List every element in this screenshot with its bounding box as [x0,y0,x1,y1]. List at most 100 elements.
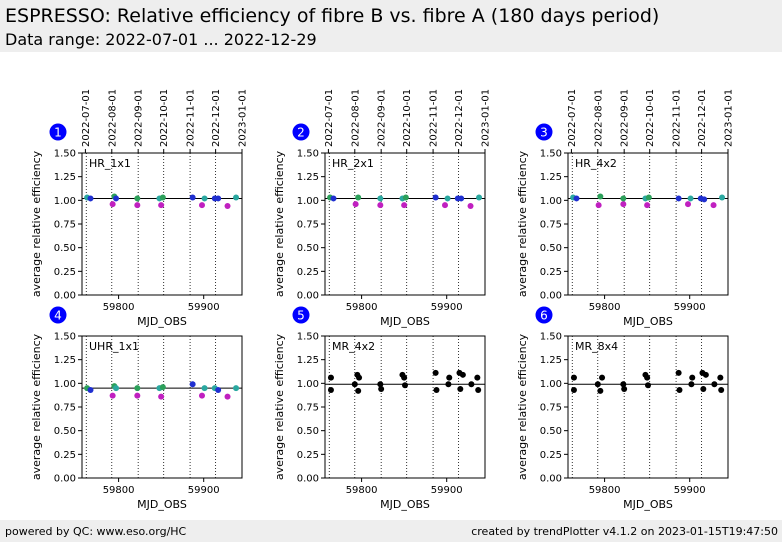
axes-frame [324,152,486,296]
data-point [352,201,359,208]
y-tick-label: 0.00 [297,291,319,302]
x-tick-label: 59800 [346,485,378,496]
data-point [224,203,231,210]
data-point [134,195,141,202]
data-point [327,386,334,393]
y-tick-label: 0.50 [540,243,562,254]
data-point [109,392,116,399]
y-tick-label: 1.50 [54,149,76,160]
y-tick-label: 1.00 [54,379,76,390]
data-point [711,381,718,388]
data-point [688,381,695,388]
y-tick-label: 1.25 [54,355,76,366]
data-point [685,201,691,208]
data-point [215,386,222,393]
y-tick-label: 0.50 [297,243,319,254]
y-tick-label: 1.25 [297,172,319,183]
data-point [432,194,439,201]
data-point [87,195,94,202]
data-point [675,195,682,202]
data-point [330,195,337,202]
data-point [701,196,708,203]
data-point [475,386,482,393]
page-title: ESPRESSO: Relative efficiency of fibre B… [5,5,660,27]
date-tick-label: 2022-11-01 [429,89,440,147]
x-axis-label: MJD_OBS [380,315,430,328]
panel-label: HR_4x2 [575,157,617,170]
data-point [573,195,580,202]
data-point [597,193,604,200]
data-point [134,202,141,209]
data-point [377,202,384,209]
data-point [134,392,141,399]
data-point [444,195,451,202]
plot-grid: 0.00 0.25 0.50 0.75 1.00 1.25 1.50 59800 59900 MJ… [30,89,735,511]
data-point [401,202,408,209]
y-tick-label: 1.00 [540,379,562,390]
y-tick-label: 1.00 [297,196,319,207]
data-point [158,202,165,209]
data-point [445,381,452,388]
panel-number-badge [49,306,67,324]
data-point [113,195,120,202]
y-tick-label: 1.50 [54,332,76,343]
y-tick-label: 0.75 [540,403,562,414]
axes-frame [567,335,729,479]
y-tick-label: 1.50 [540,332,562,343]
data-point [644,374,651,381]
data-point [675,369,682,376]
y-tick-label: 0.00 [540,474,562,485]
x-tick-label: 59800 [103,485,135,496]
data-point [402,194,409,201]
x-tick-label: 59900 [188,485,220,496]
date-tick-label: 2023-01-01 [724,89,735,147]
panel-number-badge [292,123,310,141]
x-tick-label: 59800 [103,302,135,313]
data-point [327,374,334,381]
data-point [594,381,601,388]
y-tick-label: 0.75 [297,220,319,231]
date-tick-label: 2022-10-01 [402,89,413,147]
date-tick-label: 2022-08-01 [107,89,118,147]
y-tick-label: 0.25 [297,450,319,461]
data-point [620,195,627,202]
panel-number-badge [49,123,67,141]
data-point [459,371,466,378]
date-tick-label: 2022-12-01 [211,89,222,147]
date-tick-label: 2022-09-01 [620,89,631,147]
data-point [700,386,707,393]
date-tick-label: 2022-10-01 [645,89,656,147]
x-tick-label: 59900 [674,485,706,496]
panel-number-badge [292,306,310,324]
date-tick-label: 2022-12-01 [697,89,708,147]
data-point [442,202,448,209]
data-point [570,374,577,381]
date-tick-label: 2023-01-01 [481,89,492,147]
data-point [378,386,385,393]
y-axis-label: average relative efficiency [516,150,529,297]
data-point [199,202,205,209]
data-point [644,202,651,209]
axes-frame [81,335,243,479]
y-axis-label: average relative efficiency [516,333,529,480]
y-tick-label: 0.75 [297,403,319,414]
date-tick-label: 2022-07-01 [81,89,92,147]
data-point [189,194,196,201]
data-point [233,385,240,392]
data-point [159,194,166,201]
x-tick-label: 59800 [346,302,378,313]
date-tick-label: 2022-07-01 [567,89,578,147]
data-point [189,381,196,388]
date-tick-label: 2022-12-01 [454,89,465,147]
panel-label: HR_2x1 [332,157,374,170]
data-point [109,201,116,208]
x-axis-label: MJD_OBS [380,498,430,511]
data-point [401,374,408,381]
axes-frame [324,335,486,479]
data-point [468,381,475,388]
data-point [689,374,696,381]
date-tick-label: 2022-09-01 [134,89,145,147]
data-point [87,386,94,393]
panel-number-label: 1 [54,126,62,140]
